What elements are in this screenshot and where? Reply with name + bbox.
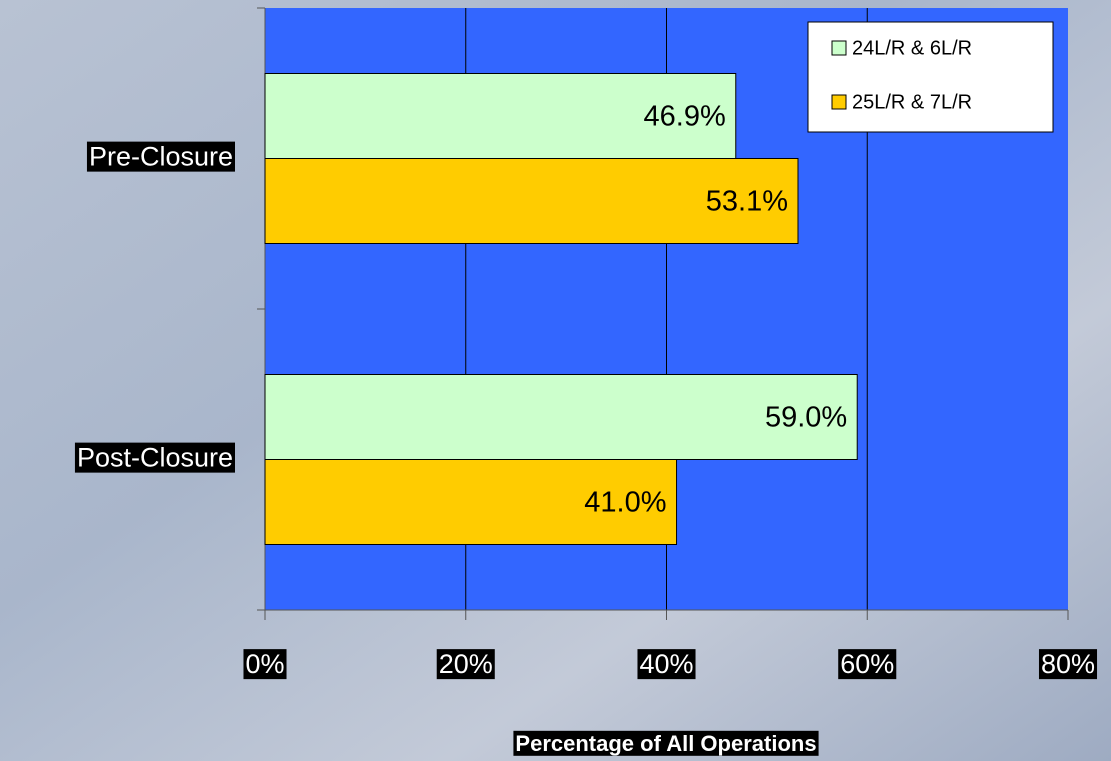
label-background — [513, 730, 819, 756]
bar — [264, 158, 799, 244]
x-tick-label: 80% — [1041, 649, 1095, 679]
y-tick-label: Post-Closure — [77, 443, 233, 473]
label-background — [1038, 649, 1098, 680]
label-background — [436, 649, 495, 680]
value-label: 59.0% — [765, 402, 847, 434]
legend-label: 24L/R & 6L/R — [852, 37, 972, 59]
label-background — [86, 141, 235, 172]
x-tick-label: 0% — [245, 649, 284, 679]
value-label: 46.9% — [644, 101, 726, 133]
value-label: 53.1% — [706, 186, 788, 218]
legend — [807, 21, 1054, 133]
x-tick-label: 20% — [439, 649, 493, 679]
value-label: 41.0% — [584, 487, 666, 519]
x-axis-title: Percentage of All Operations — [515, 731, 816, 756]
legend-label: 25L/R & 7L/R — [852, 91, 972, 113]
bar — [264, 459, 678, 545]
x-tick-label: 60% — [840, 649, 894, 679]
label-background — [637, 649, 696, 680]
label-background — [838, 649, 897, 680]
y-tick-label: Pre-Closure — [89, 142, 233, 172]
label-background — [243, 649, 287, 680]
legend-swatch — [831, 40, 847, 56]
bar — [264, 73, 737, 159]
x-tick-label: 40% — [639, 649, 693, 679]
label-background — [74, 442, 235, 473]
bar — [264, 374, 858, 460]
legend-swatch — [831, 94, 847, 110]
